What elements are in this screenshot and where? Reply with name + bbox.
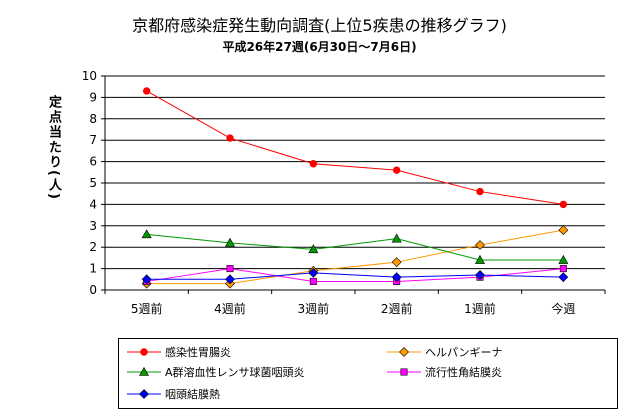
x-tick-label: 今週: [551, 301, 575, 316]
data-point-s3: [558, 254, 569, 264]
x-tick-label: 4週前: [214, 301, 246, 316]
data-point-s3: [141, 229, 152, 239]
y-tick-label: 10: [82, 69, 97, 83]
legend-marker: [138, 366, 150, 376]
y-tick-label: 0: [89, 283, 97, 297]
chart-title: 京都府感染症発生動向調査(上位5疾患の推移グラフ): [132, 16, 507, 35]
data-point-s4: [559, 265, 567, 273]
series-line-5: [146, 272, 564, 280]
legend-swatch: [387, 368, 421, 376]
data-point-s3: [391, 233, 402, 243]
data-point-s5: [225, 274, 235, 285]
data-point-s3: [224, 237, 236, 247]
legend-item: 咽頭結膜熱: [127, 386, 220, 402]
legend-swatch: [127, 389, 161, 399]
legend-label: 咽頭結膜熱: [165, 388, 220, 401]
legend-label: A群溶血性レンサ球菌咽頭炎: [165, 366, 305, 379]
legend-swatch: [127, 366, 161, 376]
legend-marker: [399, 347, 409, 357]
y-tick-label: 7: [89, 133, 97, 147]
data-point-s1: [142, 87, 151, 95]
series-line-2: [146, 229, 564, 285]
data-point-s2: [391, 257, 402, 268]
y-tick-label: 8: [89, 112, 97, 126]
x-tick-label: 5週前: [131, 301, 163, 316]
y-tick-label: 1: [89, 262, 97, 276]
y-axis-label: 定点当たり(人): [46, 95, 61, 201]
x-tick-label: 3週前: [298, 301, 330, 316]
data-point-s1: [392, 166, 401, 174]
data-point-s4: [309, 277, 317, 285]
chart-subtitle: 平成26年27週(6月30日～7月6日): [222, 40, 417, 54]
data-point-s2: [475, 240, 485, 250]
data-point-s1: [226, 134, 234, 142]
legend-item: A群溶血性レンサ球菌咽頭炎: [127, 364, 305, 380]
x-tick-label: 2週前: [381, 301, 413, 316]
y-tick-label: 4: [89, 197, 97, 211]
data-point-s5: [558, 272, 569, 283]
y-tick-label: 3: [89, 219, 97, 233]
legend-marker: [140, 348, 148, 356]
y-tick-label: 5: [89, 176, 97, 190]
data-point-s3: [474, 254, 486, 264]
y-tick-label: 9: [89, 90, 97, 104]
legend-marker: [400, 368, 408, 376]
legend-swatch: [127, 348, 161, 356]
legend-label: ヘルパンギーナ: [425, 346, 503, 359]
data-point-s2: [558, 225, 569, 236]
legend-label: 感染性胃腸炎: [165, 346, 231, 359]
data-point-s4: [226, 265, 234, 273]
series-line-1: [146, 90, 564, 205]
data-point-s5: [475, 270, 485, 280]
data-point-s5: [391, 272, 402, 283]
chart-legend: 感染性胃腸炎 ヘルパンギーナ A群溶血性レンサ球菌咽頭炎 流行性角結膜炎咽頭結膜熱: [118, 338, 618, 409]
y-tick-label: 6: [89, 155, 97, 169]
y-tick-label: 2: [89, 240, 97, 254]
data-point-s5: [308, 267, 319, 278]
data-point-s5: [141, 274, 152, 285]
legend-swatch: [387, 347, 421, 357]
line-chart: 0 1 2 3 4 5 6 7 8 9 10 5週前 4週前 3週前 2週前 1週前 今週: [82, 69, 606, 316]
data-point-s1: [559, 200, 568, 209]
data-point-s1: [476, 187, 484, 196]
x-tick-label: 1週前: [464, 301, 496, 316]
data-point-s1: [309, 160, 318, 168]
legend-item: ヘルパンギーナ: [387, 344, 503, 360]
legend-item: 流行性角結膜炎: [387, 364, 502, 380]
data-point-s3: [308, 244, 319, 254]
legend-label: 流行性角結膜炎: [425, 366, 502, 379]
legend-marker: [139, 389, 149, 399]
legend-item: 感染性胃腸炎: [127, 344, 231, 360]
series-line-3: [146, 233, 564, 261]
